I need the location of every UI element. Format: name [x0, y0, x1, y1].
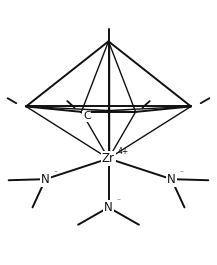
Text: 4+: 4+: [118, 147, 129, 156]
Text: ⁻: ⁻: [117, 197, 121, 206]
Text: N: N: [167, 173, 176, 186]
Text: ⁻: ⁻: [94, 107, 99, 116]
Text: N: N: [41, 173, 50, 186]
Text: ⁻: ⁻: [180, 169, 184, 178]
Text: ⁻: ⁻: [54, 169, 58, 178]
Text: Zr: Zr: [102, 152, 115, 165]
Text: C: C: [83, 111, 91, 121]
Text: N: N: [104, 201, 113, 214]
